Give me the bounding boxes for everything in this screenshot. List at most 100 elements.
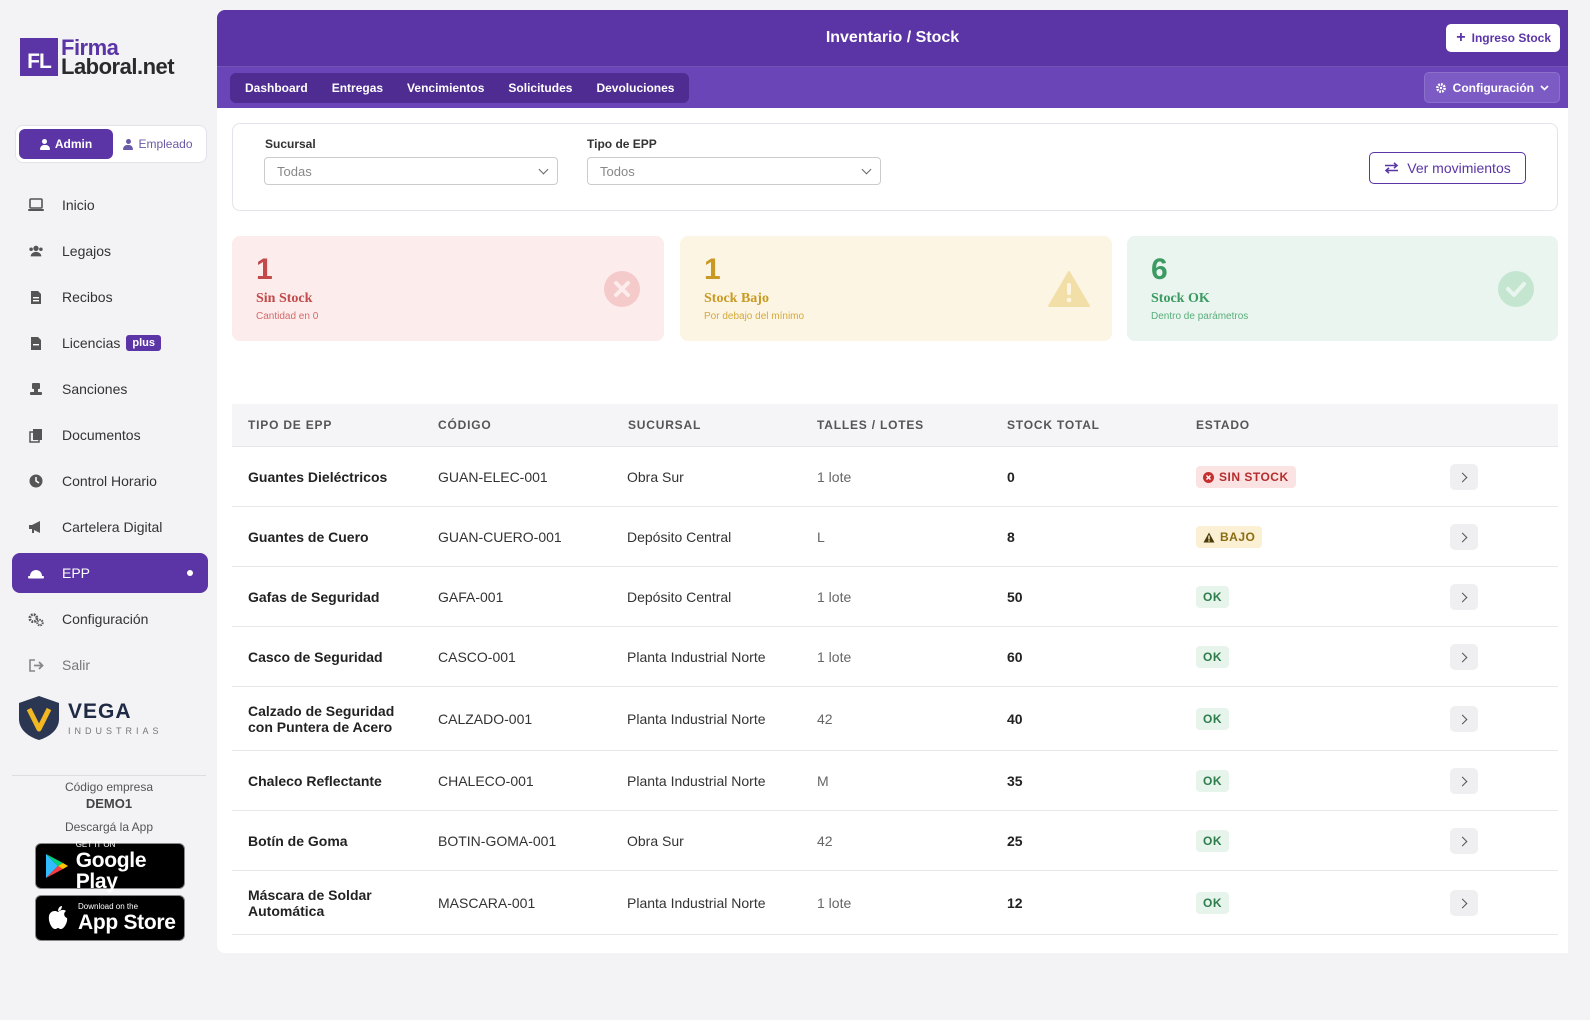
table-row[interactable]: Botín de Goma BOTIN-GOMA-001 Obra Sur 42 25 O… — [232, 811, 1558, 871]
status-badge: OK — [1196, 586, 1229, 608]
document-icon — [28, 335, 44, 351]
chevron-right-icon — [1457, 592, 1468, 602]
row-detail-button[interactable] — [1450, 890, 1478, 916]
sidebar-item-epp[interactable]: EPP — [12, 553, 208, 593]
table-row[interactable]: Guantes Dieléctricos GUAN-ELEC-001 Obra Su… — [232, 447, 1558, 507]
ingreso-stock-button[interactable]: + Ingreso Stock — [1446, 24, 1560, 52]
sin-stock-card[interactable]: 1 Sin Stock Cantidad en 0 — [232, 236, 664, 341]
configuracion-dropdown[interactable]: Configuración — [1423, 72, 1560, 103]
tab-entregas[interactable]: Entregas — [331, 81, 384, 95]
table-row[interactable]: Gafas de Seguridad GAFA-001 Depósito Centr… — [232, 567, 1558, 627]
stock-bajo-card[interactable]: 1 Stock Bajo Por debajo del mínimo — [680, 236, 1112, 341]
row-detail-button[interactable] — [1450, 644, 1478, 670]
brand-logo[interactable]: FL Firma Laboral.net — [20, 37, 175, 78]
sidebar-item-documentos[interactable]: Documentos — [12, 415, 208, 455]
sidebar-item-configuracion[interactable]: Configuración — [12, 599, 208, 639]
helmet-icon — [28, 565, 44, 581]
col-estado[interactable]: ESTADO — [1196, 418, 1250, 432]
cell-sucursal: Planta Industrial Norte — [627, 773, 766, 789]
chevron-right-icon — [1457, 836, 1468, 846]
row-detail-button[interactable] — [1450, 706, 1478, 732]
ver-movimientos-button[interactable]: Ver movimientos — [1369, 152, 1526, 184]
sidebar-item-control-horario[interactable]: Control Horario — [12, 461, 208, 501]
sidebar-item-label: Inicio — [62, 197, 95, 213]
status-badge: OK — [1196, 892, 1229, 914]
sin-stock-subtitle: Cantidad en 0 — [256, 311, 319, 322]
tipo-epp-select[interactable]: Todos — [587, 157, 881, 185]
company-code-label: Código empresa — [64, 780, 154, 794]
admin-role-button[interactable]: Admin — [19, 129, 113, 159]
tab-vencimientos[interactable]: Vencimientos — [407, 81, 485, 95]
google-play-badge[interactable]: GET IT ON Google Play — [35, 840, 185, 892]
sidebar-item-licencias[interactable]: Licencias plus — [12, 323, 208, 363]
sidebar-item-label: Documentos — [62, 427, 141, 443]
row-detail-button[interactable] — [1450, 524, 1478, 550]
tab-devoluciones[interactable]: Devoluciones — [596, 81, 675, 95]
cell-sucursal: Planta Industrial Norte — [627, 895, 766, 911]
page-title: Inventario / Stock — [825, 29, 960, 46]
status-label: OK — [1203, 774, 1222, 788]
cell-stock-total: 50 — [1007, 589, 1023, 605]
stock-bajo-count: 1 — [704, 253, 721, 286]
cell-codigo: GUAN-CUERO-001 — [438, 529, 562, 545]
sidebar-item-label: Salir — [62, 657, 91, 673]
sidebar-item-cartelera[interactable]: Cartelera Digital — [12, 507, 208, 547]
sidebar-item-label: Sanciones — [62, 381, 128, 397]
sidebar-item-label: Recibos — [62, 289, 113, 305]
cell-stock-total: 12 — [1007, 895, 1023, 911]
gears-icon — [28, 611, 44, 627]
sidebar-item-salir[interactable]: Salir — [12, 645, 208, 685]
col-stock-total[interactable]: STOCK TOTAL — [1007, 418, 1100, 432]
table-row[interactable]: Calzado de Seguridad con Puntera de Acer… — [232, 687, 1558, 751]
tipo-epp-label: Tipo de EPP — [587, 137, 657, 151]
sidebar-divider — [12, 775, 206, 776]
row-detail-button[interactable] — [1450, 828, 1478, 854]
status-badge: OK — [1196, 770, 1229, 792]
row-detail-button[interactable] — [1450, 464, 1478, 490]
cell-stock-total: 8 — [1007, 529, 1015, 545]
header: Inventario / Stock + Ingreso Stock Dashb… — [217, 10, 1568, 108]
stock-ok-card[interactable]: 6 Stock OK Dentro de parámetros — [1127, 236, 1558, 341]
plus-badge: plus — [126, 335, 161, 351]
table-row[interactable]: Chaleco Reflectante CHALECO-001 Planta Ind… — [232, 751, 1558, 811]
sidebar-item-label: Cartelera Digital — [62, 519, 163, 535]
cell-stock-total: 25 — [1007, 833, 1023, 849]
table-row[interactable]: Máscara de Soldar Automática MASCARA-001 P… — [232, 871, 1558, 935]
cell-tipo-epp: Botín de Goma — [248, 833, 348, 849]
col-tipo-epp[interactable]: TIPO DE EPP — [248, 418, 333, 432]
tipo-epp-select-value: Todos — [600, 163, 635, 179]
tab-solicitudes[interactable]: Solicitudes — [508, 81, 573, 95]
sidebar-item-legajos[interactable]: Legajos — [12, 231, 208, 271]
megaphone-icon — [28, 519, 44, 535]
user-icon — [123, 138, 134, 150]
sidebar-item-label: Legajos — [62, 243, 112, 259]
status-badge: OK — [1196, 646, 1229, 668]
row-detail-button[interactable] — [1450, 768, 1478, 794]
cell-codigo: CASCO-001 — [438, 649, 516, 665]
sucursal-select[interactable]: Todas — [264, 157, 558, 185]
cell-tipo-epp: Guantes de Cuero — [248, 529, 369, 545]
sidebar-item-label: Configuración — [62, 611, 149, 627]
sidebar-item-sanciones[interactable]: Sanciones — [12, 369, 208, 409]
table-row[interactable]: Casco de Seguridad CASCO-001 Planta Indust… — [232, 627, 1558, 687]
col-talles-lotes[interactable]: TALLES / LOTES — [817, 418, 924, 432]
cell-sucursal: Depósito Central — [627, 589, 732, 605]
row-detail-button[interactable] — [1450, 584, 1478, 610]
app-store-small: Download on the — [78, 902, 139, 911]
brand-mark: FL — [20, 38, 58, 76]
table-row[interactable]: Guantes de Cuero GUAN-CUERO-001 Depósito C… — [232, 507, 1558, 567]
sidebar-item-recibos[interactable]: Recibos — [12, 277, 208, 317]
app-store-badge[interactable]: Download on the App Store — [35, 895, 185, 941]
employee-role-button[interactable]: Empleado — [113, 129, 203, 159]
chevron-right-icon — [1457, 776, 1468, 786]
col-sucursal[interactable]: SUCURSAL — [628, 418, 702, 432]
gear-icon — [1435, 82, 1446, 93]
shield-icon — [19, 696, 59, 740]
cell-codigo: CALZADO-001 — [438, 711, 533, 727]
sidebar-item-inicio[interactable]: Inicio — [12, 185, 208, 225]
cell-stock-total: 35 — [1007, 773, 1023, 789]
chevron-right-icon — [1457, 652, 1468, 662]
tab-dashboard[interactable]: Dashboard — [245, 81, 308, 95]
col-codigo[interactable]: CÓDIGO — [438, 418, 492, 432]
filters-panel: Sucursal Todas Tipo de EPP Todos Ver mov… — [232, 123, 1558, 211]
